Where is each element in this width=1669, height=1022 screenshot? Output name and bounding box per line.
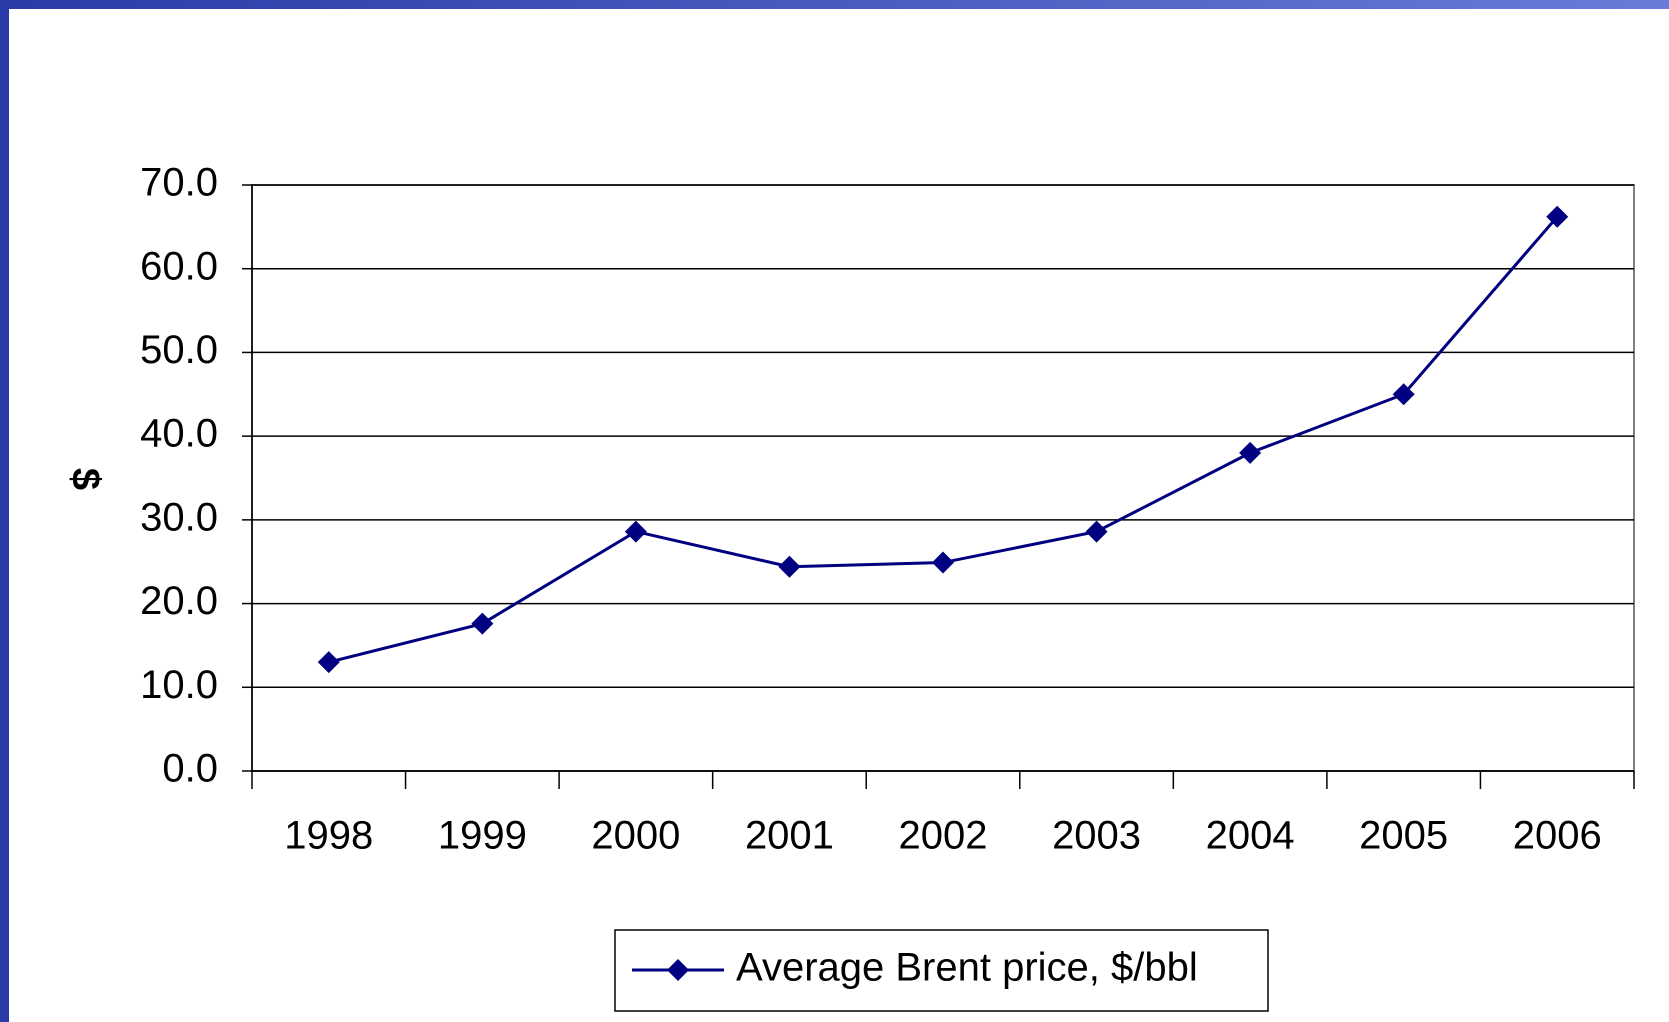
y-tick-label: 10.0 [140, 663, 218, 707]
x-tick-label: 2001 [745, 814, 834, 858]
x-tick-label: 2002 [899, 814, 988, 858]
y-axis-label: $ [63, 468, 107, 490]
point-marker [932, 551, 954, 574]
point-marker [317, 651, 340, 674]
x-tick-label: 2000 [591, 814, 680, 858]
x-tick-label: 2004 [1206, 814, 1295, 858]
x-tick-label: 1999 [438, 814, 527, 858]
y-tick-label: 70.0 [140, 161, 218, 205]
legend-label: Average Brent price, $/bbl [736, 946, 1198, 990]
y-tick-label: 20.0 [140, 579, 218, 623]
y-tick-label: 30.0 [140, 495, 218, 539]
point-marker [1085, 520, 1108, 543]
x-tick-label: 2003 [1052, 814, 1141, 858]
y-tick-label: 0.0 [162, 747, 218, 791]
x-tick-label: 2005 [1359, 814, 1448, 858]
y-tick-label: 40.0 [140, 412, 218, 456]
legend-marker [667, 959, 689, 981]
chart-background [9, 9, 1669, 1022]
y-tick-label: 50.0 [140, 328, 218, 372]
point-marker [1239, 441, 1262, 464]
point-marker [1546, 205, 1569, 228]
point-marker [471, 612, 494, 635]
point-marker [778, 555, 801, 578]
x-tick-label: 2006 [1513, 814, 1602, 858]
x-tick-label: 1998 [284, 814, 373, 858]
y-tick-label: 60.0 [140, 244, 218, 288]
point-marker [1392, 383, 1415, 406]
point-marker [624, 520, 647, 543]
